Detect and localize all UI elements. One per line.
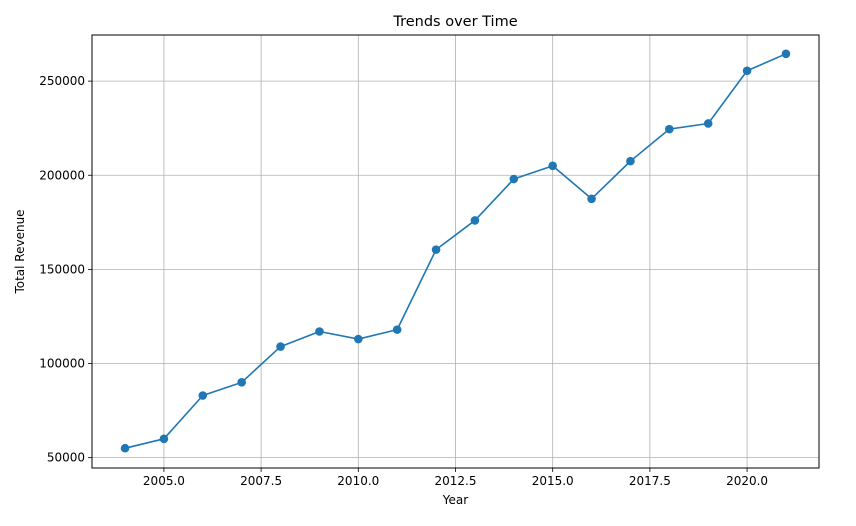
x-tick-label: 2020.0 (726, 474, 768, 488)
y-axis-label: Total Revenue (13, 209, 27, 294)
y-tick-label: 100000 (39, 357, 85, 371)
x-tick-label: 2007.5 (240, 474, 282, 488)
x-axis-label: Year (442, 493, 468, 507)
data-point (354, 334, 363, 344)
data-point (587, 194, 596, 204)
data-point (120, 443, 130, 453)
data-point (781, 49, 791, 59)
data-point (276, 342, 285, 351)
x-tick-label: 2015.0 (532, 474, 574, 488)
data-point (626, 156, 635, 166)
data-point (703, 119, 713, 128)
data-point (198, 391, 208, 400)
data-point (470, 216, 480, 225)
data-point (665, 124, 674, 134)
series-line (124, 53, 787, 450)
data-point (392, 325, 402, 334)
y-tick-label: 50000 (47, 451, 85, 465)
data-point (431, 245, 441, 254)
data-point (509, 174, 519, 184)
grid-lines (92, 35, 819, 468)
x-tick-label: 2005.0 (143, 474, 185, 488)
x-tick-label: 2017.5 (629, 474, 671, 488)
data-point (159, 434, 169, 444)
data-point (315, 327, 324, 336)
data-point (742, 66, 752, 76)
x-tick-label: 2012.5 (435, 474, 477, 488)
y-tick-label: 250000 (39, 74, 85, 88)
data-series (120, 49, 791, 453)
chart-title: Trends over Time (392, 14, 517, 30)
y-tick-label: 200000 (39, 168, 85, 182)
x-tick-label: 2010.0 (337, 474, 379, 488)
data-point (237, 378, 246, 387)
y-tick-label: 150000 (39, 262, 85, 276)
data-point (548, 161, 557, 171)
axis-ticks: 2005.0 2007.5 2010.0 2012.5 2015.0 2017.5 2020… (39, 74, 768, 488)
